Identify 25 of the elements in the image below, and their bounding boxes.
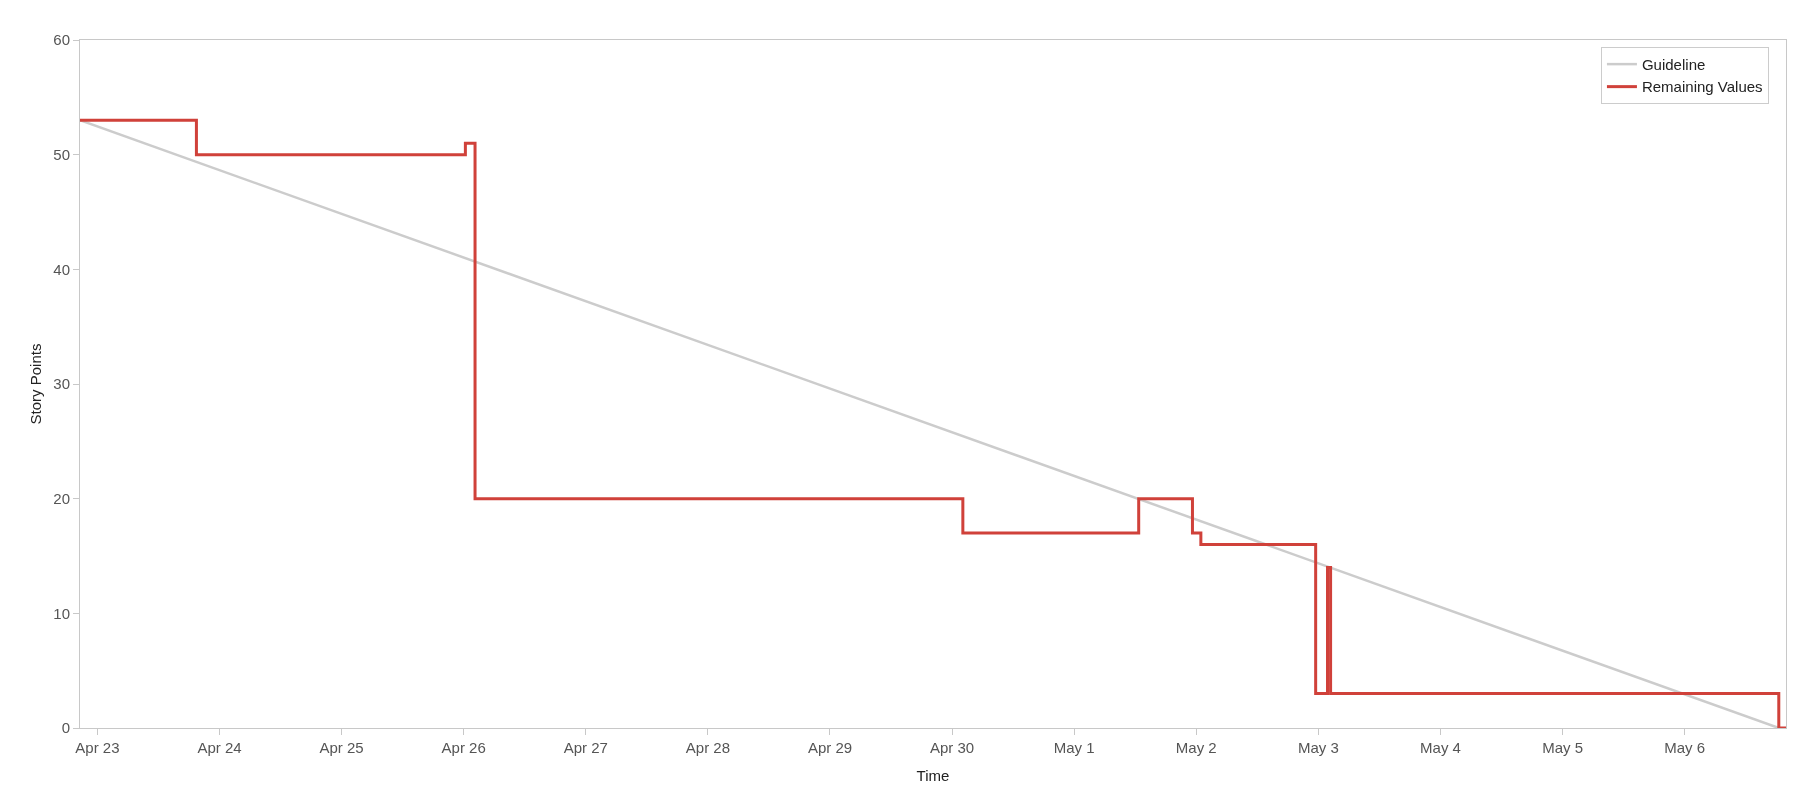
x-axis-title: Time	[916, 767, 950, 784]
x-tick-label: Apr 25	[319, 739, 364, 756]
x-tick-label: May 2	[1175, 739, 1217, 756]
x-tick-label: Apr 29	[807, 739, 853, 756]
x-tick-label: May 5	[1542, 739, 1584, 756]
x-tick-label: Apr 27	[563, 739, 608, 756]
legend-label: Guideline	[1641, 55, 1706, 73]
x-tick-label: Apr 24	[197, 739, 242, 756]
x-tick-label: May 3	[1297, 739, 1339, 756]
y-axis-title: Story Points	[26, 343, 44, 425]
y-tick-label: 20	[53, 489, 70, 507]
x-tick-label: May 1	[1053, 739, 1095, 756]
y-tick-label: 10	[53, 604, 70, 622]
x-tick-label: Apr 30	[929, 739, 975, 756]
y-tick-label: 30	[53, 375, 70, 393]
x-tick-label: Apr 23	[75, 739, 120, 756]
x-tick-label: Apr 26	[441, 739, 486, 756]
y-tick-label: 60	[53, 31, 70, 49]
x-tick-label: May 4	[1420, 739, 1461, 756]
x-tick-label: Apr 28	[685, 739, 730, 756]
y-tick-label: 0	[61, 719, 70, 737]
y-tick-label: 40	[53, 260, 70, 278]
x-tick-label: May 6	[1664, 739, 1706, 756]
y-tick-label: 50	[53, 145, 70, 163]
legend-label: Remaining Values	[1641, 78, 1763, 96]
